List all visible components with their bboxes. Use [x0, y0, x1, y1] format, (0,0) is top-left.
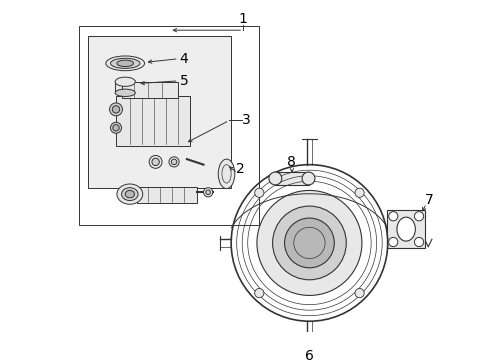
- Ellipse shape: [171, 159, 177, 165]
- Circle shape: [388, 212, 397, 221]
- Circle shape: [414, 237, 423, 247]
- Ellipse shape: [117, 60, 133, 67]
- Bar: [88, 36, 231, 188]
- Circle shape: [388, 237, 397, 247]
- Ellipse shape: [106, 56, 144, 71]
- Ellipse shape: [110, 58, 140, 68]
- Bar: [116, 95, 189, 146]
- Ellipse shape: [302, 172, 314, 185]
- Text: 8: 8: [287, 155, 296, 169]
- Ellipse shape: [110, 122, 122, 133]
- Ellipse shape: [115, 89, 135, 96]
- Ellipse shape: [112, 106, 120, 113]
- Text: 5: 5: [180, 74, 188, 88]
- Circle shape: [254, 288, 264, 298]
- Ellipse shape: [169, 157, 179, 167]
- Ellipse shape: [125, 190, 134, 198]
- Bar: [275, 172, 308, 185]
- Text: 4: 4: [180, 52, 188, 66]
- Circle shape: [414, 212, 423, 221]
- Ellipse shape: [396, 217, 414, 241]
- Circle shape: [272, 206, 346, 280]
- Bar: [115, 82, 135, 93]
- Circle shape: [354, 188, 364, 197]
- Ellipse shape: [152, 158, 159, 166]
- Bar: [79, 27, 258, 225]
- Bar: [386, 210, 425, 248]
- Text: 3: 3: [242, 113, 251, 127]
- Text: 1: 1: [238, 12, 247, 26]
- Circle shape: [254, 188, 264, 197]
- Text: 6: 6: [305, 349, 313, 360]
- Circle shape: [256, 190, 361, 296]
- Bar: [122, 82, 177, 98]
- Bar: [137, 187, 197, 203]
- Ellipse shape: [205, 190, 210, 195]
- Ellipse shape: [203, 188, 212, 197]
- Ellipse shape: [109, 103, 122, 116]
- Text: 2: 2: [236, 162, 244, 176]
- Ellipse shape: [115, 77, 135, 86]
- Ellipse shape: [113, 125, 119, 131]
- Ellipse shape: [117, 184, 142, 204]
- Ellipse shape: [218, 159, 234, 189]
- Text: 7: 7: [424, 193, 433, 207]
- Ellipse shape: [268, 172, 281, 185]
- Ellipse shape: [149, 156, 162, 168]
- Circle shape: [284, 218, 334, 268]
- Circle shape: [354, 288, 364, 298]
- Ellipse shape: [122, 188, 138, 201]
